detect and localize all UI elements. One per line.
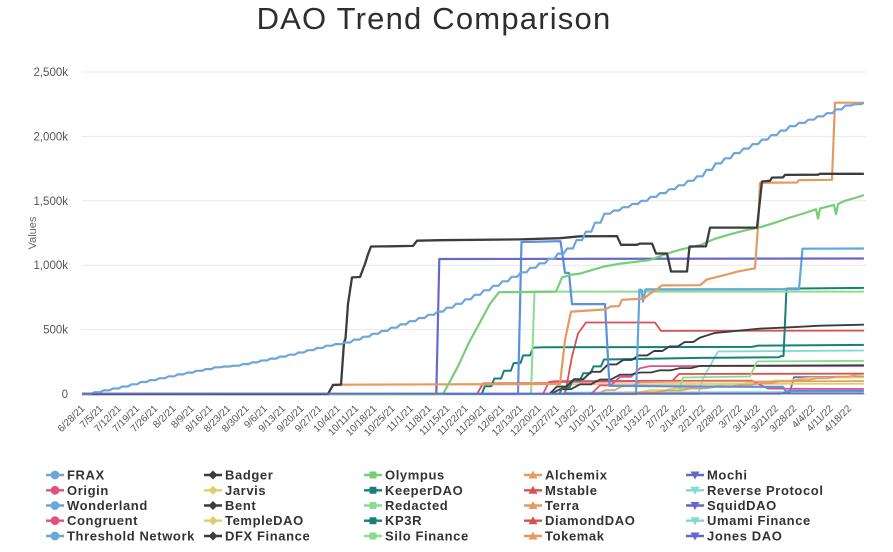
svg-text:DiamondDAO: DiamondDAO — [545, 513, 636, 528]
svg-text:Reverse Protocol: Reverse Protocol — [707, 483, 824, 498]
svg-text:Alchemix: Alchemix — [545, 468, 608, 483]
svg-text:Values: Values — [27, 216, 39, 249]
svg-text:KeeperDAO: KeeperDAO — [385, 483, 463, 498]
svg-text:Mstable: Mstable — [545, 483, 598, 498]
svg-text:Mochi: Mochi — [707, 468, 748, 483]
svg-text:TempleDAO: TempleDAO — [225, 513, 304, 528]
svg-text:Terra: Terra — [545, 498, 580, 513]
svg-text:Jones DAO: Jones DAO — [707, 529, 782, 544]
svg-text:Jarvis: Jarvis — [225, 483, 266, 498]
svg-text:Bent: Bent — [225, 498, 256, 513]
svg-text:Congruent: Congruent — [67, 513, 138, 528]
svg-text:Threshold Network: Threshold Network — [67, 529, 195, 544]
svg-text:Olympus: Olympus — [385, 468, 445, 483]
svg-text:Silo Finance: Silo Finance — [385, 529, 469, 544]
svg-text:Redacted: Redacted — [385, 498, 448, 513]
svg-text:Origin: Origin — [67, 483, 109, 498]
svg-text:Umami Finance: Umami Finance — [707, 513, 811, 528]
svg-text:KP3R: KP3R — [385, 513, 422, 528]
svg-text:1,500k: 1,500k — [33, 196, 68, 208]
svg-text:Wonderland: Wonderland — [67, 498, 148, 513]
svg-text:Badger: Badger — [225, 468, 273, 483]
svg-text:SquidDAO: SquidDAO — [707, 498, 777, 513]
svg-text:DAO Trend Comparison: DAO Trend Comparison — [257, 1, 612, 36]
svg-text:2,500k: 2,500k — [33, 67, 68, 79]
svg-text:Tokemak: Tokemak — [545, 529, 605, 544]
svg-text:FRAX: FRAX — [67, 468, 105, 483]
svg-text:500k: 500k — [43, 325, 68, 337]
svg-text:0: 0 — [62, 389, 68, 401]
svg-text:DFX Finance: DFX Finance — [225, 529, 310, 544]
svg-text:1,000k: 1,000k — [33, 260, 68, 272]
svg-text:2,000k: 2,000k — [33, 131, 68, 143]
